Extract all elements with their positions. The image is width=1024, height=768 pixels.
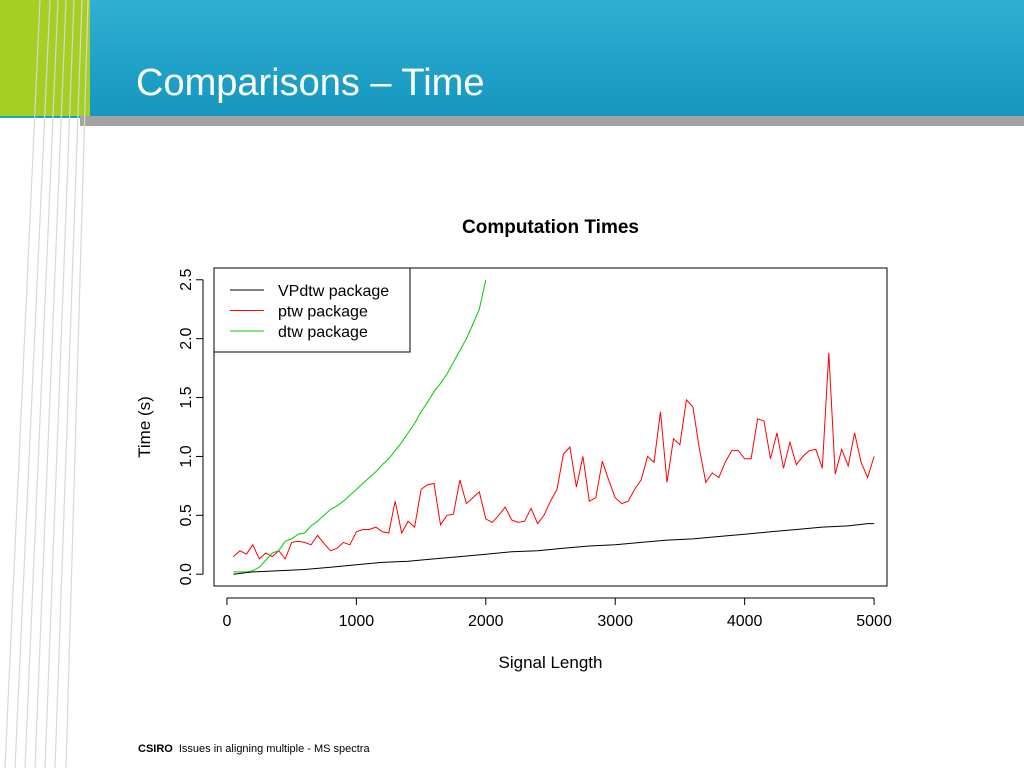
x-tick-label: 5000 bbox=[856, 613, 892, 630]
y-axis-label: Time (s) bbox=[135, 396, 154, 458]
plot-frame bbox=[213, 267, 888, 587]
legend-label-0: VPdtw package bbox=[278, 283, 389, 300]
header-gradient bbox=[80, 0, 1024, 118]
legend-label-1: ptw package bbox=[278, 304, 368, 321]
footer-text: Issues in aligning multiple - MS spectra bbox=[178, 743, 370, 755]
y-tick-label: 1.0 bbox=[178, 445, 195, 467]
legend-label-2: dtw package bbox=[278, 324, 368, 341]
chart-title: Computation Times bbox=[462, 217, 639, 238]
x-tick-label: 0 bbox=[222, 613, 231, 630]
series-line-2 bbox=[233, 279, 487, 573]
y-tick-label: 1.5 bbox=[178, 386, 195, 408]
y-tick-label: 2.5 bbox=[178, 269, 195, 291]
x-tick-label: 3000 bbox=[597, 613, 633, 630]
header-divider bbox=[80, 116, 1024, 126]
decorative-lines bbox=[4, 0, 89, 768]
y-tick-label: 2.0 bbox=[178, 327, 195, 349]
x-axis-label: Signal Length bbox=[499, 653, 603, 672]
slide-title: Comparisons – Time bbox=[136, 62, 485, 104]
y-tick-label: 0.0 bbox=[178, 563, 195, 585]
y-tick-label: 0.5 bbox=[178, 504, 195, 526]
footer-brand: CSIRO bbox=[138, 743, 173, 755]
x-tick-label: 4000 bbox=[727, 613, 763, 630]
slide-footer: CSIRO Issues in aligning multiple - MS sp… bbox=[138, 743, 370, 755]
series-line-1 bbox=[233, 352, 875, 560]
series-line-0 bbox=[233, 523, 875, 575]
x-tick-label: 2000 bbox=[468, 613, 504, 630]
x-tick-label: 1000 bbox=[339, 613, 375, 630]
